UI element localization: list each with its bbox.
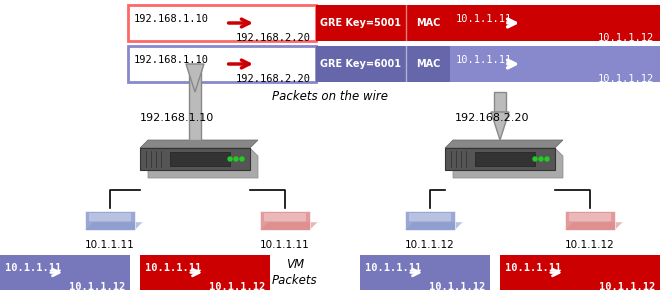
Polygon shape — [405, 222, 463, 230]
Text: 10.1.1.12: 10.1.1.12 — [209, 282, 265, 291]
Polygon shape — [85, 203, 143, 211]
Bar — [450, 46, 660, 82]
Polygon shape — [140, 140, 258, 148]
Text: 10.1.1.11: 10.1.1.11 — [5, 263, 61, 273]
Text: Packets on the wire: Packets on the wire — [272, 90, 388, 103]
Text: 192.168.1.10: 192.168.1.10 — [140, 113, 214, 123]
Bar — [450, 5, 660, 41]
Bar — [128, 46, 316, 82]
Circle shape — [533, 157, 537, 161]
Polygon shape — [565, 222, 623, 230]
Text: 10.1.1.12: 10.1.1.12 — [598, 33, 654, 43]
Text: MAC: MAC — [416, 18, 440, 28]
Bar — [140, 148, 250, 170]
Text: GRE Key=5001: GRE Key=5001 — [321, 18, 401, 28]
Bar — [85, 211, 135, 230]
Bar — [405, 211, 455, 230]
Text: 10.1.1.11: 10.1.1.11 — [505, 263, 561, 273]
Bar — [260, 211, 310, 230]
Polygon shape — [565, 203, 623, 211]
Text: MAC: MAC — [416, 59, 440, 69]
Bar — [189, 64, 201, 140]
Bar — [494, 92, 506, 112]
Bar — [128, 5, 316, 41]
Polygon shape — [491, 112, 509, 140]
Text: 10.1.1.12: 10.1.1.12 — [405, 240, 455, 250]
Text: 192.168.1.10: 192.168.1.10 — [134, 55, 209, 65]
Text: 192.168.1.10: 192.168.1.10 — [134, 14, 209, 24]
Text: GRE Key=6001: GRE Key=6001 — [321, 59, 401, 69]
Text: 192.168.2.20: 192.168.2.20 — [455, 113, 529, 123]
Bar — [360, 255, 490, 290]
Text: 10.1.1.11: 10.1.1.11 — [85, 240, 135, 250]
Circle shape — [545, 157, 549, 161]
Text: 192.168.2.20: 192.168.2.20 — [236, 74, 311, 84]
Bar — [0, 255, 130, 290]
Polygon shape — [85, 222, 143, 230]
Circle shape — [228, 157, 232, 161]
Bar — [445, 148, 555, 170]
Bar — [316, 46, 406, 82]
Bar — [316, 5, 406, 41]
Text: VM
Packets: VM Packets — [272, 258, 318, 287]
Bar — [406, 5, 450, 41]
Text: 10.1.1.11: 10.1.1.11 — [456, 14, 512, 24]
Circle shape — [539, 157, 543, 161]
Text: 10.1.1.12: 10.1.1.12 — [429, 282, 485, 291]
Text: 10.1.1.12: 10.1.1.12 — [565, 240, 615, 250]
Text: 10.1.1.11: 10.1.1.11 — [260, 240, 310, 250]
FancyBboxPatch shape — [264, 213, 306, 221]
Text: 10.1.1.11: 10.1.1.11 — [365, 263, 421, 273]
Polygon shape — [453, 148, 563, 178]
Polygon shape — [148, 148, 258, 178]
Polygon shape — [445, 140, 563, 148]
Text: 192.168.2.20: 192.168.2.20 — [236, 33, 311, 43]
FancyBboxPatch shape — [569, 213, 611, 221]
Text: 10.1.1.11: 10.1.1.11 — [456, 55, 512, 65]
Bar — [170, 152, 230, 166]
Text: 10.1.1.11: 10.1.1.11 — [145, 263, 201, 273]
FancyBboxPatch shape — [409, 213, 451, 221]
Bar — [140, 255, 270, 290]
Bar — [475, 152, 535, 166]
Bar — [406, 46, 450, 82]
Circle shape — [234, 157, 238, 161]
Text: 10.1.1.12: 10.1.1.12 — [69, 282, 125, 291]
Bar — [565, 211, 615, 230]
Polygon shape — [260, 222, 318, 230]
Circle shape — [240, 157, 244, 161]
FancyBboxPatch shape — [89, 213, 131, 221]
Text: 10.1.1.12: 10.1.1.12 — [598, 74, 654, 84]
Text: 10.1.1.12: 10.1.1.12 — [599, 282, 655, 291]
Bar — [500, 255, 660, 290]
Polygon shape — [186, 64, 204, 92]
Polygon shape — [260, 203, 318, 211]
Polygon shape — [405, 203, 463, 211]
